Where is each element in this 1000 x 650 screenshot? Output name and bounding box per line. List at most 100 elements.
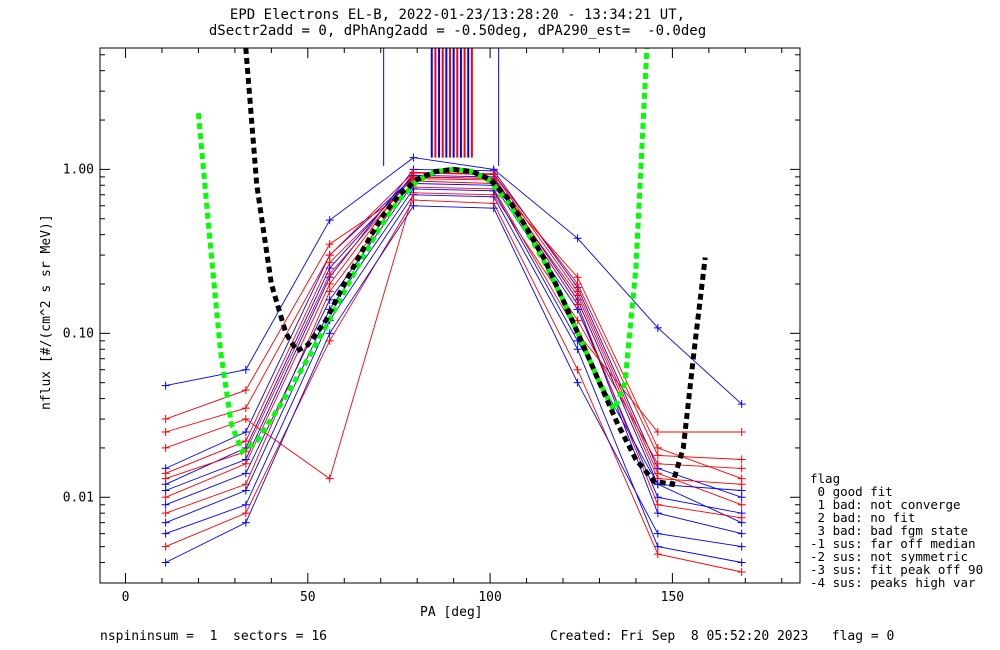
fit-curve (243, 47, 708, 488)
series-line (165, 192, 742, 480)
footer-info-left: nspininsum = 1 sectors = 16 (100, 629, 327, 644)
x-tick-label: 150 (661, 590, 684, 605)
data-point (325, 251, 334, 260)
data-point (161, 415, 170, 424)
data-point (737, 529, 746, 538)
data-point (161, 558, 170, 567)
data-point (161, 428, 170, 437)
y-tick-label: 0.01 (63, 490, 94, 505)
data-point (325, 295, 334, 304)
data-point (737, 464, 746, 473)
legend-item: 0 good fit (810, 484, 893, 499)
data-point (573, 300, 582, 309)
data-point (573, 365, 582, 374)
data-point (325, 279, 334, 288)
data-point (737, 568, 746, 577)
data-point (241, 428, 250, 437)
data-point (409, 201, 418, 210)
data-point (325, 474, 334, 483)
data-point (653, 451, 662, 460)
data-point (409, 172, 418, 181)
data-point (573, 273, 582, 282)
data-point (653, 500, 662, 509)
chart-subtitle: dSectr2add = 0, dPhAng2add = -0.50deg, d… (208, 23, 707, 39)
data-point (161, 500, 170, 509)
data-point (653, 443, 662, 452)
x-tick-label: 50 (300, 590, 316, 605)
data-point (161, 542, 170, 551)
data-point (325, 329, 334, 338)
footer-info-right: Created: Fri Sep 8 05:52:20 2023 flag = … (550, 629, 895, 644)
data-point (241, 486, 250, 495)
data-point (161, 474, 170, 483)
data-point (653, 509, 662, 518)
data-point (161, 493, 170, 502)
data-point (489, 204, 498, 213)
series-line (165, 174, 742, 491)
legend-item: 2 bad: no fit (810, 510, 916, 525)
data-point (737, 513, 746, 522)
x-tick-label: 100 (478, 590, 501, 605)
data-point (737, 558, 746, 567)
series-line (165, 157, 743, 405)
legend-item: -4 sus: peaks high var (810, 575, 976, 590)
y-axis-label: nflux [#/(cm^2 s sr MeV)] (39, 214, 54, 410)
data-point (737, 542, 746, 551)
data-point (325, 240, 334, 249)
data-point (241, 404, 250, 413)
data-point (653, 550, 662, 559)
data-point (573, 279, 582, 288)
legend-title: flag (810, 471, 841, 486)
data-point (161, 509, 170, 518)
data-point (653, 529, 662, 538)
data-point (241, 469, 250, 478)
series-line (165, 199, 742, 573)
data-point (653, 428, 662, 437)
legend-item: 3 bad: bad fgm state (810, 523, 969, 538)
data-point (737, 400, 746, 409)
series-line (165, 194, 742, 563)
x-axis-label: PA [deg] (420, 605, 483, 620)
series-line (165, 188, 742, 524)
series-line (165, 180, 742, 514)
data-point (573, 316, 582, 325)
clipped-spikes-layer (383, 48, 500, 166)
data-point (241, 500, 250, 509)
data-point (241, 509, 250, 518)
data-point (241, 459, 250, 468)
y-tick-label: 1.00 (63, 162, 94, 177)
data-point (573, 345, 582, 354)
chart-title: EPD Electrons EL-B, 2022-01-23/13:28:20 … (229, 7, 686, 23)
data-point (737, 500, 746, 509)
data-point (653, 542, 662, 551)
data-point (737, 480, 746, 489)
data-point (573, 234, 582, 243)
data-point (325, 270, 334, 279)
data-point (241, 386, 250, 395)
data-series-layer (161, 153, 746, 577)
data-point (409, 153, 418, 162)
fit-curves-layer (195, 47, 708, 488)
legend-item: -1 sus: far off median (810, 536, 976, 551)
legend-item: -3 sus: fit peak off 90 (810, 562, 984, 577)
axes-layer: 0 50 100 150 0.01 0.10 1.00 (63, 48, 800, 605)
flag-legend: flag 0 good fit 1 bad: not converge 2 ba… (810, 472, 983, 589)
data-point (161, 443, 170, 452)
data-point (325, 287, 334, 296)
legend-item: 1 bad: not converge (810, 497, 961, 512)
data-point (241, 518, 250, 527)
data-point (325, 216, 334, 225)
data-point (737, 428, 746, 437)
series-line (165, 205, 742, 563)
data-point (161, 381, 170, 390)
data-point (737, 455, 746, 464)
data-point (241, 365, 250, 374)
data-point (325, 336, 334, 345)
series-line (165, 178, 742, 485)
series-line (165, 183, 742, 514)
x-tick-label: 0 (122, 590, 130, 605)
data-point (161, 518, 170, 527)
legend-item: -2 sus: not symmetric (810, 549, 969, 564)
data-point (573, 291, 582, 300)
